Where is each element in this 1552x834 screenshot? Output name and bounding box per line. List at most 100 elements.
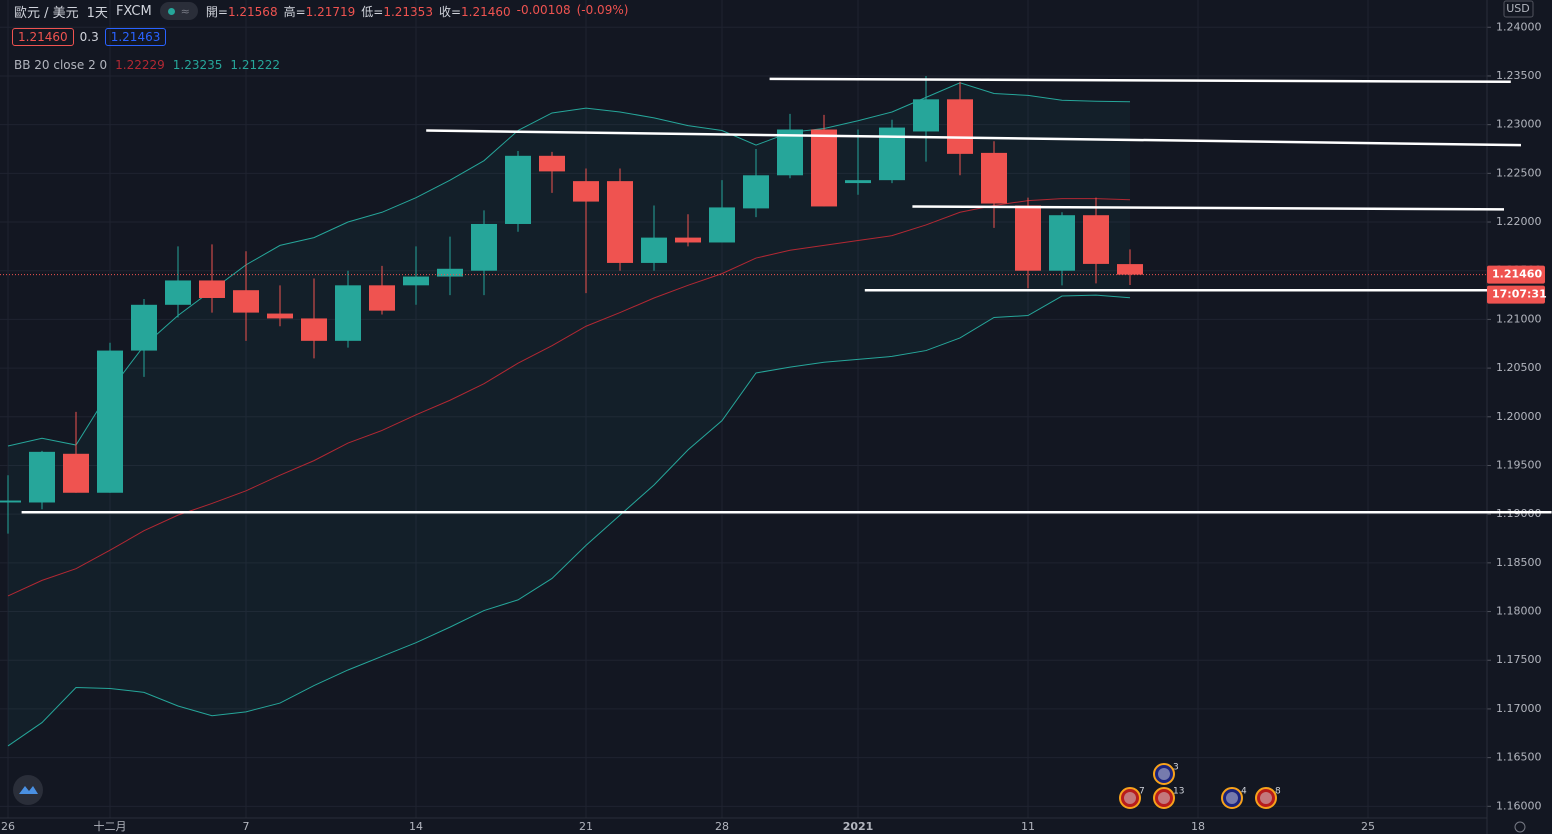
candle-body (369, 285, 395, 311)
candle-body (743, 175, 769, 209)
indicator-legend: BB 20 close 2 0 1.22229 1.23235 1.21222 (14, 57, 280, 73)
x-tick-label: 11 (1021, 820, 1035, 833)
ohlc-value: 1.21353 (383, 4, 433, 19)
price-boxes: 1.21460 0.3 1.21463 (12, 26, 167, 48)
ohlc-value: 1.21568 (227, 4, 278, 19)
buy-price[interactable]: 1.21463 (104, 28, 167, 46)
candle-body (573, 181, 599, 202)
symbol[interactable]: 歐元 / 美元 (14, 5, 79, 21)
status-icon: ≈ (180, 4, 190, 18)
source: FXCM (115, 3, 152, 19)
y-tick-label: 1.18500 (1496, 556, 1542, 569)
event-count: 4 (1241, 787, 1247, 797)
trendline (912, 205, 1505, 211)
candle-body (1049, 215, 1075, 271)
y-tick-label: 1.22000 (1496, 215, 1542, 228)
candle-body (267, 313, 293, 319)
ohlc-label: 開= (205, 4, 228, 19)
event-icon-inner (1158, 768, 1170, 780)
currency: USD (1506, 2, 1530, 15)
x-tick-label: 2021 (843, 820, 874, 833)
candle-body (233, 290, 259, 313)
indicator-name[interactable]: BB 20 close 2 0 (14, 58, 108, 72)
band-fill (8, 82, 1130, 746)
y-tick-label: 1.20000 (1496, 410, 1542, 423)
countdown-box (1487, 285, 1545, 304)
change-pct: (-0.09%) (576, 2, 629, 17)
currency-box (1503, 0, 1534, 18)
candle-body (335, 285, 361, 341)
event-count: 8 (1275, 787, 1281, 797)
y-tick-label: 1.18000 (1496, 605, 1542, 618)
indicator-value: 1.21222 (230, 58, 281, 72)
ohlc-item: 開=1.21568 (206, 3, 278, 20)
candle-body (199, 280, 225, 298)
x-tick-label: 28 (715, 820, 729, 833)
candle-body (403, 276, 429, 286)
event-count: 7 (1139, 787, 1145, 797)
candle-body (505, 155, 531, 224)
symbol-header: 歐元 / 美元 1天 FXCM ≈ 開=1.21568 高=1.21719 低=1.… (14, 1, 628, 21)
y-tick-label: 1.16000 (1496, 799, 1542, 812)
trendline (769, 77, 1511, 84)
candle-body (641, 237, 667, 263)
y-tick-label: 1.16500 (1496, 751, 1542, 764)
candle-body (165, 280, 191, 305)
candle-body (709, 207, 735, 243)
candle-body (811, 129, 837, 207)
candle-body (539, 155, 565, 172)
logo-mark (19, 786, 38, 794)
y-tick-label: 1.17500 (1496, 653, 1542, 666)
ohlc-label: 收= (438, 4, 462, 19)
y-tick-label: 1.23000 (1496, 118, 1542, 131)
candle-body (675, 237, 701, 243)
y-tick-label: 1.20500 (1496, 361, 1542, 374)
event-icon-inner (1124, 792, 1136, 804)
interval[interactable]: 1天 (86, 5, 108, 21)
indicator-value: 1.22229 (115, 58, 165, 72)
event-icon-inner (1260, 792, 1272, 804)
candle-body (437, 268, 463, 277)
status-dot (167, 7, 175, 15)
x-tick-label: 十二月 (94, 819, 127, 833)
candle-body (0, 500, 21, 503)
x-tick-label: 25 (1361, 820, 1375, 833)
spread: 0.3 (79, 30, 99, 44)
y-tick-label: 1.19000 (1496, 507, 1542, 520)
event-count: 3 (1173, 763, 1179, 773)
candle-body (63, 453, 89, 493)
candle-body (981, 152, 1007, 204)
candle-body (777, 129, 803, 176)
change: -0.00108 (516, 2, 571, 17)
ohlc-item: 高=1.21719 (284, 3, 356, 20)
y-tick-label: 1.17000 (1496, 702, 1542, 715)
countdown: 17:07:31 (1492, 288, 1547, 301)
candle-body (845, 180, 871, 184)
indicator-line (7, 198, 1131, 597)
sell-price[interactable]: 1.21460 (12, 28, 74, 46)
event-count: 13 (1173, 787, 1184, 797)
last-price-label: 1.21460 (1492, 268, 1542, 281)
y-tick-label: 1.24000 (1496, 20, 1542, 33)
candle-body (1015, 205, 1041, 271)
candle-body (913, 99, 939, 132)
candle-body (607, 181, 633, 263)
indicator-value: 1.23235 (172, 58, 223, 72)
ohlc-value: 1.21719 (305, 4, 356, 19)
ohlc-item: 低=1.21353 (361, 3, 433, 20)
x-tick-label: 21 (579, 820, 593, 833)
y-tick-label: 1.19500 (1496, 458, 1542, 471)
indicator-line (7, 294, 1131, 747)
ohlc-legend: 開=1.21568 高=1.21719 低=1.21353 收=1.21460 -0.0… (206, 3, 629, 20)
y-tick-label: 1.22500 (1496, 166, 1542, 179)
settings-icon[interactable] (1514, 821, 1526, 833)
candle-body (471, 223, 497, 271)
x-tick-label: 7 (243, 820, 250, 833)
status-pill[interactable]: ≈ (159, 2, 198, 20)
candle-body (1083, 215, 1109, 264)
y-tick-label: 1.21000 (1496, 312, 1542, 325)
candle-body (131, 304, 157, 351)
candle-body (29, 451, 55, 503)
